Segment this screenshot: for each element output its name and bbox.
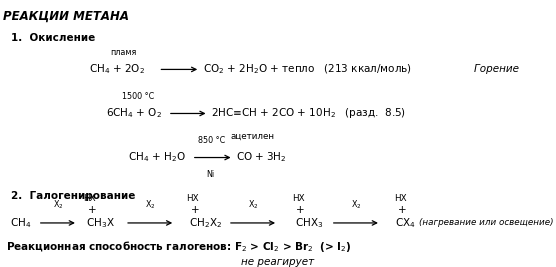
Text: X$_2$: X$_2$ — [52, 198, 63, 210]
Text: X$_2$: X$_2$ — [350, 198, 361, 210]
Text: 2.  Галогенирование: 2. Галогенирование — [11, 191, 136, 201]
Text: X$_2$: X$_2$ — [145, 198, 156, 210]
Text: 1.  Окисление: 1. Окисление — [11, 33, 96, 43]
Text: CH$_3$X: CH$_3$X — [86, 216, 115, 230]
Text: 850 °C: 850 °C — [197, 136, 225, 145]
Text: X$_2$: X$_2$ — [247, 198, 259, 210]
Text: CHX$_3$: CHX$_3$ — [295, 216, 323, 230]
Text: CX$_4$: CX$_4$ — [395, 216, 415, 230]
Text: 1500 °C: 1500 °C — [122, 92, 154, 101]
Text: 2HC≡CH + 2CO + 10H$_2$   (разд.  8.5): 2HC≡CH + 2CO + 10H$_2$ (разд. 8.5) — [211, 107, 406, 120]
Text: пламя: пламя — [110, 48, 137, 57]
Text: (нагревание или освещение): (нагревание или освещение) — [419, 218, 553, 227]
Text: CH$_2$X$_2$: CH$_2$X$_2$ — [189, 216, 222, 230]
Text: CO + 3H$_2$: CO + 3H$_2$ — [236, 151, 287, 164]
Text: HX: HX — [83, 194, 96, 203]
Text: HX: HX — [186, 194, 199, 203]
Text: +: + — [296, 205, 305, 215]
Text: HX: HX — [394, 194, 406, 203]
Text: CH$_4$ + H$_2$O: CH$_4$ + H$_2$O — [128, 151, 186, 164]
Text: +: + — [191, 205, 200, 215]
Text: CH$_4$: CH$_4$ — [10, 216, 31, 230]
Text: HX: HX — [292, 194, 305, 203]
Text: +: + — [398, 205, 407, 215]
Text: не реагирует: не реагирует — [241, 257, 315, 267]
Text: 6CH$_4$ + O$_2$: 6CH$_4$ + O$_2$ — [106, 107, 162, 120]
Text: РЕАКЦИИ МЕТАНА: РЕАКЦИИ МЕТАНА — [3, 9, 129, 22]
Text: CO$_2$ + 2H$_2$O + тепло   (213 ккал/моль): CO$_2$ + 2H$_2$O + тепло (213 ккал/моль) — [203, 63, 412, 76]
Text: Ni: Ni — [206, 170, 214, 179]
Text: ацетилен: ацетилен — [231, 132, 275, 141]
Text: +: + — [88, 205, 97, 215]
Text: Реакционная способность галогенов: F$_2$ > Cl$_2$ > Br$_2$  (> I$_2$): Реакционная способность галогенов: F$_2$… — [6, 239, 351, 254]
Text: CH$_4$ + 2O$_2$: CH$_4$ + 2O$_2$ — [89, 62, 145, 76]
Text: Горение: Горение — [461, 64, 519, 74]
